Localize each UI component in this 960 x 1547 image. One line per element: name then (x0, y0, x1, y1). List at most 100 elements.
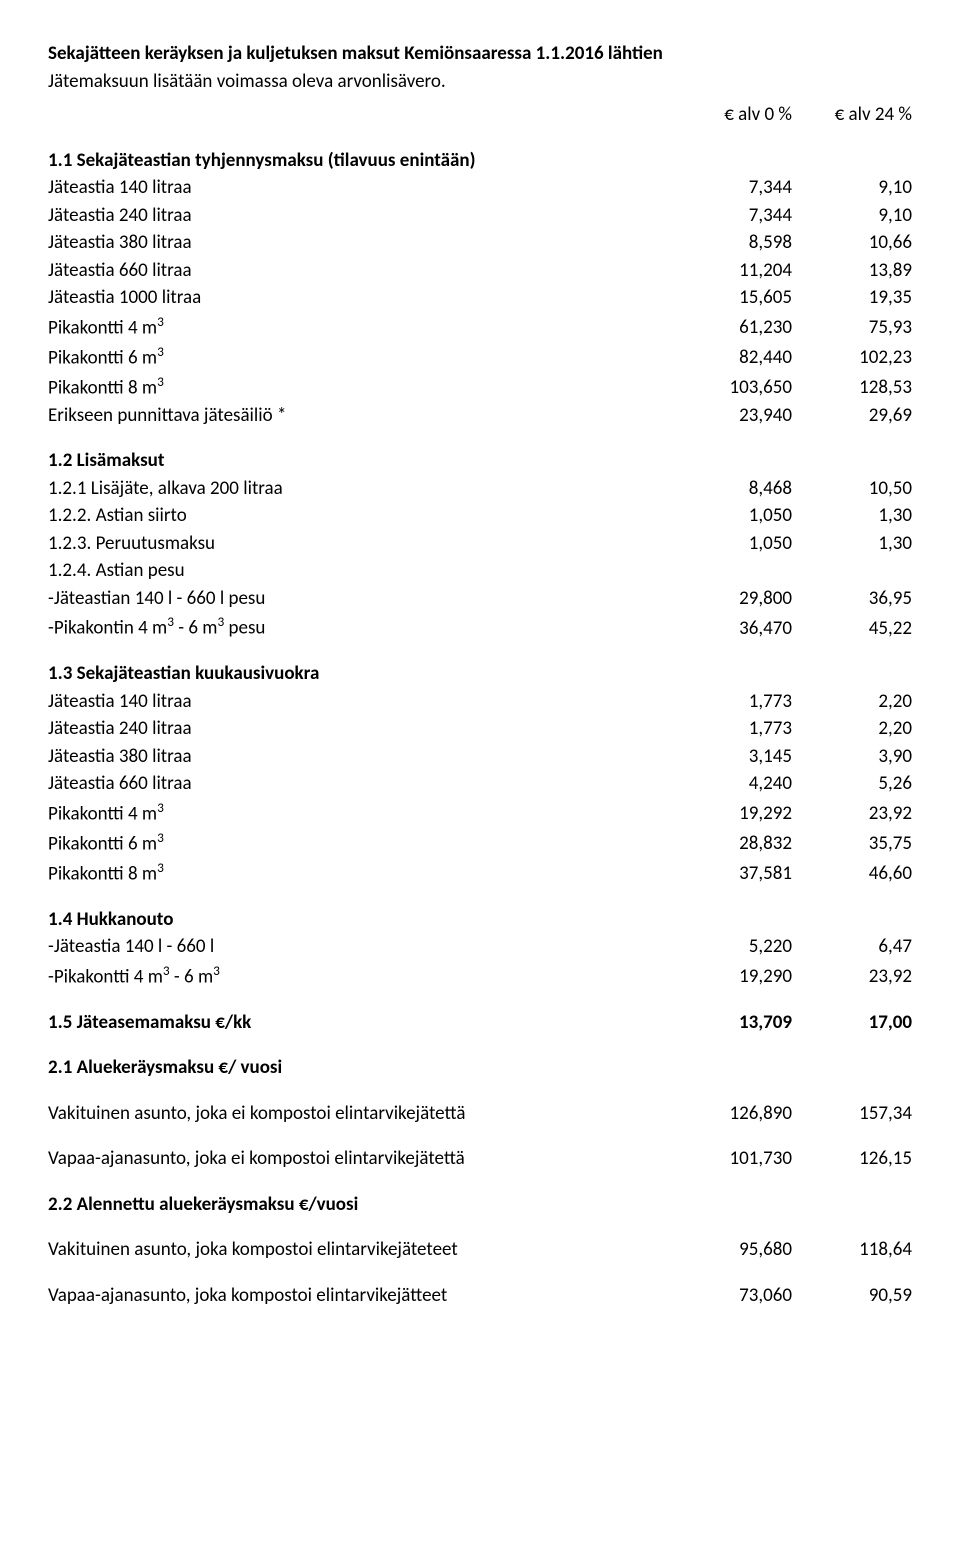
row-value-2: 9,10 (792, 174, 912, 202)
row-value-2: 9,10 (792, 202, 912, 230)
row-value-1: 95,680 (672, 1236, 792, 1264)
row-label: Jäteastia 1000 litraa (48, 284, 672, 312)
row-value-2: 118,64 (792, 1236, 912, 1264)
row-value-2: 90,59 (792, 1282, 912, 1310)
data-row: Erikseen punnittava jätesäiliö *23,94029… (48, 402, 912, 430)
section-1-4-title: 1.4 Hukkanouto (48, 906, 912, 934)
data-row: 1.2.1 Lisäjäte, alkava 200 litraa8,46810… (48, 475, 912, 503)
row-value-1: 37,581 (672, 860, 792, 888)
row-value-1: 1,050 (672, 530, 792, 558)
row-label: Jäteastia 240 litraa (48, 715, 672, 743)
row-value-2: 1,30 (792, 502, 912, 530)
row-label: 1.2.3. Peruutusmaksu (48, 530, 672, 558)
row-value-2: 2,20 (792, 688, 912, 716)
data-row: Jäteastia 1000 litraa15,60519,35 (48, 284, 912, 312)
row-label: Pikakontti 4 m3 (48, 312, 672, 342)
row-value-1: 36,470 (672, 615, 792, 643)
row-value-1: 82,440 (672, 344, 792, 372)
row-value-1: 103,650 (672, 374, 792, 402)
data-row: Jäteastia 660 litraa11,20413,89 (48, 257, 912, 285)
section-1-5-title: 1.5 Jäteasemamaksu €/kk (48, 1009, 672, 1037)
row-value-1: 15,605 (672, 284, 792, 312)
row-value-2: 3,90 (792, 743, 912, 771)
row-value-1: 19,290 (672, 963, 792, 991)
row-label: Jäteastia 660 litraa (48, 770, 672, 798)
row-label: Pikakontti 8 m3 (48, 372, 672, 402)
row-label: Vapaa-ajanasunto, joka ei kompostoi elin… (48, 1145, 672, 1173)
row-value-1: 7,344 (672, 174, 792, 202)
row-value-2: 29,69 (792, 402, 912, 430)
row-value-1: 23,940 (672, 402, 792, 430)
row-value-1: 5,220 (672, 933, 792, 961)
row-value-2: 23,92 (792, 963, 912, 991)
data-row: Jäteastia 140 litraa7,3449,10 (48, 174, 912, 202)
row-label: Vakituinen asunto, joka ei kompostoi eli… (48, 1100, 672, 1128)
row-label: Jäteastia 380 litraa (48, 229, 672, 257)
row-value-2: 157,34 (792, 1100, 912, 1128)
data-row: -Jäteastian 140 l - 660 l pesu29,80036,9… (48, 585, 912, 613)
row-value-2: 36,95 (792, 585, 912, 613)
data-row: Pikakontti 4 m319,29223,92 (48, 798, 912, 828)
row-value-2: 35,75 (792, 830, 912, 858)
row-label: -Jäteastia 140 l - 660 l (48, 933, 672, 961)
data-row: Jäteastia 380 litraa3,1453,90 (48, 743, 912, 771)
data-row: -Pikakontin 4 m3 - 6 m3 pesu36,47045,22 (48, 612, 912, 642)
row-value-2: 23,92 (792, 800, 912, 828)
data-row: -Jäteastia 140 l - 660 l5,2206,47 (48, 933, 912, 961)
data-row: Pikakontti 6 m328,83235,75 (48, 828, 912, 858)
row-label: 1.2.2. Astian siirto (48, 502, 672, 530)
section-1-3-title: 1.3 Sekajäteastian kuukausivuokra (48, 660, 912, 688)
section-1-2-4-title: 1.2.4. Astian pesu (48, 557, 912, 585)
row-label: Pikakontti 6 m3 (48, 342, 672, 372)
section-1-1-title: 1.1 Sekajäteastian tyhjennysmaksu (tilav… (48, 147, 912, 175)
row-value-1: 126,890 (672, 1100, 792, 1128)
row-value-1: 11,204 (672, 257, 792, 285)
section-2-2-title: 2.2 Alennettu aluekeräysmaksu €/vuosi (48, 1191, 912, 1219)
section-1-5-row: 1.5 Jäteasemamaksu €/kk 13,709 17,00 (48, 1009, 912, 1037)
row-value-2: 13,89 (792, 257, 912, 285)
row-label: Jäteastia 140 litraa (48, 174, 672, 202)
row-label: Jäteastia 380 litraa (48, 743, 672, 771)
row-label: Pikakontti 8 m3 (48, 858, 672, 888)
row-value-2: 19,35 (792, 284, 912, 312)
row-value-2: 102,23 (792, 344, 912, 372)
row-value-1: 8,598 (672, 229, 792, 257)
data-row: Pikakontti 8 m337,58146,60 (48, 858, 912, 888)
data-row: 1.2.2. Astian siirto1,0501,30 (48, 502, 912, 530)
data-row: Vakituinen asunto, joka kompostoi elinta… (48, 1236, 912, 1264)
row-value-1: 73,060 (672, 1282, 792, 1310)
row-value-2: 46,60 (792, 860, 912, 888)
data-row: 1.2.3. Peruutusmaksu1,0501,30 (48, 530, 912, 558)
row-label: Vakituinen asunto, joka kompostoi elinta… (48, 1236, 672, 1264)
row-value-2: 75,93 (792, 314, 912, 342)
data-row: Pikakontti 8 m3103,650128,53 (48, 372, 912, 402)
row-value-2: 2,20 (792, 715, 912, 743)
row-value-1: 3,145 (672, 743, 792, 771)
data-row: Vakituinen asunto, joka ei kompostoi eli… (48, 1100, 912, 1128)
row-label: -Jäteastian 140 l - 660 l pesu (48, 585, 672, 613)
row-value-2: 6,47 (792, 933, 912, 961)
section-1-5-c2: 17,00 (792, 1009, 912, 1037)
row-label: 1.2.1 Lisäjäte, alkava 200 litraa (48, 475, 672, 503)
row-label: -Pikakontin 4 m3 - 6 m3 pesu (48, 612, 672, 642)
data-row: -Pikakontti 4 m3 - 6 m319,29023,92 (48, 961, 912, 991)
row-label: Jäteastia 140 litraa (48, 688, 672, 716)
data-row: Pikakontti 4 m361,23075,93 (48, 312, 912, 342)
row-value-1: 19,292 (672, 800, 792, 828)
row-value-1: 61,230 (672, 314, 792, 342)
data-row: Jäteastia 240 litraa7,3449,10 (48, 202, 912, 230)
row-label: Pikakontti 6 m3 (48, 828, 672, 858)
row-value-2: 1,30 (792, 530, 912, 558)
section-1-5-c1: 13,709 (672, 1009, 792, 1037)
col-header-2: € alv 24 % (792, 101, 912, 129)
data-row: Vapaa-ajanasunto, joka ei kompostoi elin… (48, 1145, 912, 1173)
row-label: Jäteastia 660 litraa (48, 257, 672, 285)
row-value-1: 1,773 (672, 715, 792, 743)
row-value-2: 45,22 (792, 615, 912, 643)
row-label: Erikseen punnittava jätesäiliö * (48, 402, 672, 430)
row-label: Vapaa-ajanasunto, joka kompostoi elintar… (48, 1282, 672, 1310)
row-value-1: 7,344 (672, 202, 792, 230)
column-header-row: € alv 0 % € alv 24 % (48, 101, 912, 129)
row-value-1: 1,050 (672, 502, 792, 530)
row-label: Pikakontti 4 m3 (48, 798, 672, 828)
